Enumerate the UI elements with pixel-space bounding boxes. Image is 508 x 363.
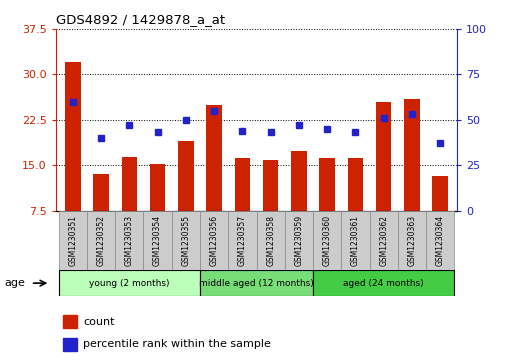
Bar — [93, 174, 109, 211]
Bar — [263, 160, 278, 211]
Bar — [347, 158, 363, 211]
Bar — [121, 157, 137, 211]
Text: count: count — [83, 317, 115, 327]
Bar — [426, 211, 454, 270]
Bar — [63, 338, 77, 351]
Text: GSM1230353: GSM1230353 — [125, 215, 134, 266]
Bar — [59, 270, 200, 296]
Bar — [228, 211, 257, 270]
Bar — [200, 211, 228, 270]
Bar — [291, 151, 307, 211]
Bar — [115, 211, 143, 270]
Bar — [341, 211, 370, 270]
Text: GSM1230354: GSM1230354 — [153, 215, 162, 266]
Bar — [235, 158, 250, 211]
Text: GSM1230359: GSM1230359 — [295, 215, 303, 266]
Text: GSM1230362: GSM1230362 — [379, 215, 388, 266]
Bar — [432, 176, 448, 211]
Bar — [172, 211, 200, 270]
Bar — [178, 141, 194, 211]
Bar — [87, 211, 115, 270]
Bar — [150, 164, 166, 211]
Bar — [206, 105, 222, 211]
Text: age: age — [4, 278, 25, 288]
Bar — [143, 211, 172, 270]
Bar — [63, 315, 77, 329]
Bar — [376, 102, 392, 211]
Bar — [285, 211, 313, 270]
Bar — [370, 211, 398, 270]
Text: GSM1230357: GSM1230357 — [238, 215, 247, 266]
Text: GSM1230351: GSM1230351 — [69, 215, 77, 266]
Bar — [404, 99, 420, 211]
Bar — [200, 270, 313, 296]
Text: GSM1230363: GSM1230363 — [407, 215, 417, 266]
Bar — [398, 211, 426, 270]
Text: GSM1230358: GSM1230358 — [266, 215, 275, 266]
Bar — [65, 62, 81, 211]
Text: middle aged (12 months): middle aged (12 months) — [199, 279, 314, 287]
Text: GSM1230355: GSM1230355 — [181, 215, 190, 266]
Bar — [313, 211, 341, 270]
Text: GSM1230364: GSM1230364 — [436, 215, 444, 266]
Text: young (2 months): young (2 months) — [89, 279, 170, 287]
Text: GDS4892 / 1429878_a_at: GDS4892 / 1429878_a_at — [56, 13, 225, 26]
Text: GSM1230361: GSM1230361 — [351, 215, 360, 266]
Text: GSM1230352: GSM1230352 — [97, 215, 106, 266]
Bar — [313, 270, 454, 296]
Bar — [257, 211, 285, 270]
Text: GSM1230360: GSM1230360 — [323, 215, 332, 266]
Text: aged (24 months): aged (24 months) — [343, 279, 424, 287]
Text: percentile rank within the sample: percentile rank within the sample — [83, 339, 271, 350]
Bar — [320, 158, 335, 211]
Bar — [59, 211, 87, 270]
Text: GSM1230356: GSM1230356 — [210, 215, 218, 266]
